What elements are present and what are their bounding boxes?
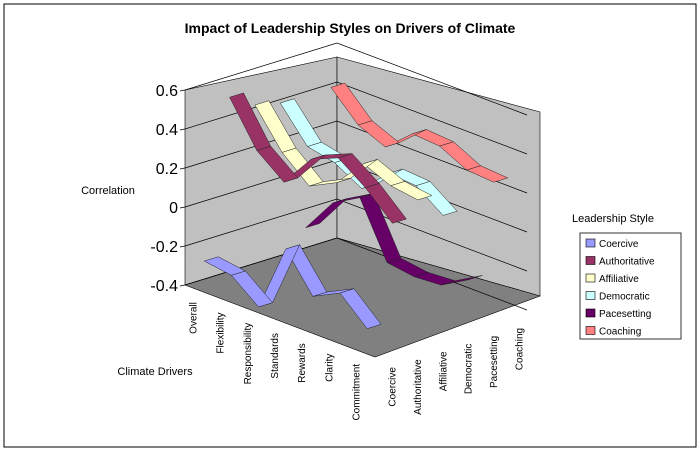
legend-label-democratic: Democratic [599, 292, 650, 303]
z-tick-label: -0.4 [150, 278, 178, 295]
x-tick-label: Rewards [297, 343, 308, 382]
chart-title: Impact of Leadership Styles on Drivers o… [185, 20, 516, 36]
gridline [184, 81, 528, 155]
legend-box [579, 232, 682, 340]
series-coercive-ribbon [203, 244, 382, 329]
z-axis-label: Correlation [81, 185, 135, 197]
depth-tick-label: Coaching [514, 328, 525, 370]
series-pacesetting-segment [305, 198, 347, 229]
legend-swatch-pacesetting [585, 308, 596, 318]
x-tick-label: Overall [189, 302, 200, 334]
depth-tick-label: Democratic [464, 344, 475, 395]
gridline [184, 198, 528, 272]
legend-swatch-affiliative [585, 273, 596, 283]
legend-swatch-authoritative [585, 256, 596, 265]
x-tick-label: Commitment [351, 364, 362, 421]
z-tick-label: 0.2 [156, 161, 178, 178]
legend-label-affiliative: Affiliative [599, 274, 639, 285]
series-authoritative-segment [229, 92, 272, 151]
gridline [184, 120, 528, 194]
gridlines [184, 42, 528, 311]
x-tick-label: Clarity [324, 354, 335, 382]
z-tick-label: 0.4 [156, 122, 178, 139]
x-axis-ticks: Overall Flexibility Responsibility Standard… [189, 302, 363, 420]
gridline [184, 42, 528, 116]
depth-tick-label: Pacesetting [489, 336, 500, 388]
legend-label-pacesetting: Pacesetting [599, 309, 651, 320]
series-ribbons [203, 82, 509, 329]
legend-label-authoritative: Authoritative [599, 257, 655, 268]
series-pacesetting-ribbon [305, 193, 483, 286]
x-tick-label: Responsibility [243, 323, 254, 385]
x-tick-label: Standards [270, 333, 281, 379]
depth-tick-label: Affiliative [438, 351, 449, 391]
legend-label-coaching: Coaching [599, 327, 641, 338]
legend-title: Leadership Style [572, 213, 654, 225]
legend-swatch-coaching [585, 326, 596, 335]
z-tick-label: 0.6 [156, 83, 178, 100]
series-democratic-segment [279, 98, 322, 147]
x-tick-label: Flexibility [216, 312, 227, 353]
z-tick-label: -0.2 [150, 239, 178, 256]
series-authoritative-ribbon [229, 92, 407, 224]
legend-label-coercive: Coercive [599, 239, 639, 250]
legend: Coercive Authoritative Affiliative Democrat… [579, 232, 682, 340]
legend-swatch-coercive [585, 238, 596, 248]
depth-tick-label: Authoritative [413, 359, 424, 415]
depth-axis-ticks: Coercive Authoritative Affiliative Democrat… [388, 328, 526, 415]
series-affiliative-segment [254, 100, 297, 153]
legend-swatch-democratic [585, 291, 596, 300]
z-tick-label: 0 [169, 200, 178, 217]
depth-tick-label: Coercive [388, 367, 399, 407]
z-axis-ticks: 0.6 0.4 0.2 0 -0.2 -0.4 [150, 83, 186, 295]
series-coaching-segment [330, 82, 373, 126]
series-coaching-ribbon [330, 82, 509, 183]
x-axis-label: Climate Drivers [117, 366, 193, 378]
series-coercive-segment [203, 256, 247, 276]
